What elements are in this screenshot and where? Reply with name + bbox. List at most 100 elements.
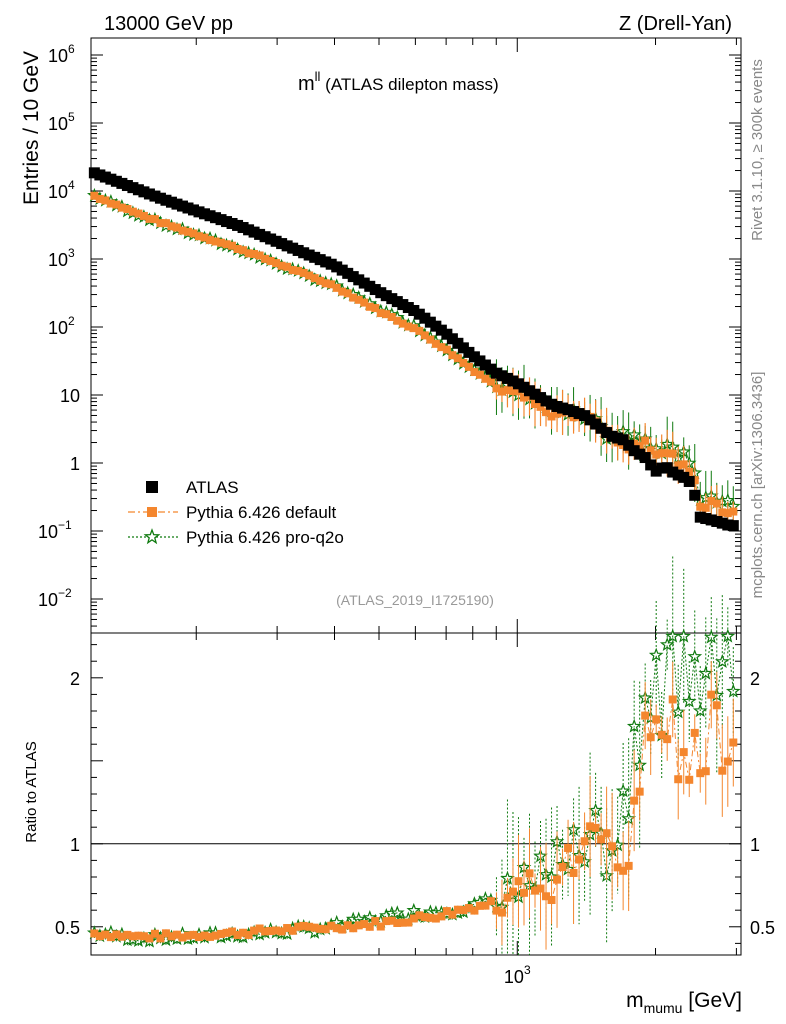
- atlas-point: [204, 210, 216, 222]
- atlas-point: [617, 434, 629, 446]
- atlas-point: [584, 414, 596, 426]
- atlas-point: [336, 264, 348, 276]
- atlas-point: [193, 206, 205, 218]
- y-tick-label-base: 10: [48, 318, 68, 338]
- y-tick-label: 1: [70, 454, 80, 474]
- default-point: [123, 205, 132, 214]
- atlas-point: [116, 177, 128, 189]
- default-ratio-point: [255, 924, 264, 933]
- x-tick-label-base: 10: [504, 967, 524, 987]
- atlas-point: [331, 261, 343, 273]
- atlas-point: [518, 381, 530, 393]
- atlas-point: [154, 192, 166, 204]
- atlas-point: [121, 180, 133, 192]
- atlas-point: [694, 511, 706, 523]
- atlas-point: [430, 320, 442, 332]
- atlas-point: [226, 217, 238, 229]
- default-point: [442, 345, 451, 354]
- atlas-point: [292, 244, 304, 256]
- x-axis-label: mmumu [GeV]: [626, 989, 742, 1016]
- y-tick-label-exp: 3: [68, 246, 75, 260]
- atlas-point: [540, 395, 552, 407]
- atlas-point: [485, 363, 497, 375]
- atlas-point: [402, 302, 414, 314]
- default-ratio-point: [630, 796, 639, 805]
- default-ratio-point: [211, 931, 220, 940]
- atlas-point: [259, 231, 271, 243]
- atlas-point: [375, 287, 387, 299]
- atlas-point: [369, 284, 381, 296]
- default-ratio-point: [668, 695, 677, 704]
- y-tick-label-exp: 2: [68, 314, 75, 328]
- atlas-main-series: [88, 167, 739, 532]
- y-axis-label: Entries / 10 GeV: [20, 51, 43, 205]
- default-ratio-point: [95, 932, 104, 941]
- default-point: [718, 508, 727, 517]
- atlas-point: [276, 238, 288, 250]
- default-ratio-point: [531, 886, 540, 895]
- y-tick-label-base: 10: [38, 522, 58, 542]
- q2o-ratio-point: [676, 628, 692, 643]
- atlas-point: [446, 333, 458, 345]
- q2o-ratio-point: [389, 905, 405, 920]
- process-label: Z (Drell-Yan): [619, 13, 732, 35]
- atlas-point: [188, 204, 200, 216]
- atlas-point: [287, 242, 299, 254]
- atlas-point: [628, 445, 640, 457]
- default-point: [663, 449, 672, 458]
- plot-title-rest: (ATLAS dilepton mass): [320, 75, 498, 94]
- atlas-point: [391, 296, 403, 308]
- q2o-ratio-point: [406, 902, 422, 917]
- default-point: [437, 343, 446, 352]
- atlas-point: [546, 398, 558, 410]
- default-point: [382, 310, 391, 319]
- atlas-point: [507, 375, 519, 387]
- default-ratio-point: [250, 926, 259, 935]
- x-axis-label-unit: [GeV]: [682, 989, 742, 1012]
- default-point: [283, 262, 292, 271]
- default-point: [244, 249, 253, 258]
- default-point: [475, 370, 484, 379]
- atlas-point: [468, 351, 480, 363]
- default-point: [668, 449, 677, 458]
- q2o-ratio-series: [86, 556, 741, 955]
- atlas-point: [524, 385, 536, 397]
- atlas-point: [529, 388, 541, 400]
- default-ratio-point: [723, 757, 732, 766]
- default-point: [371, 304, 380, 313]
- default-ratio-point: [503, 893, 512, 902]
- atlas-point: [342, 267, 354, 279]
- atlas-point: [248, 226, 260, 238]
- atlas-point: [612, 432, 624, 444]
- atlas-point: [573, 408, 585, 420]
- default-ratio-point: [321, 925, 330, 934]
- y-tick-label: 10: [60, 386, 80, 406]
- y-tick-label: 10−2: [38, 586, 72, 610]
- default-point: [239, 246, 248, 255]
- default-ratio-point: [354, 921, 363, 930]
- y-tick-label-exp: 4: [68, 178, 75, 192]
- atlas-point: [689, 489, 701, 501]
- atlas-point: [408, 304, 420, 316]
- atlas-point: [557, 402, 569, 414]
- atlas-point: [667, 466, 679, 478]
- default-point: [674, 461, 683, 470]
- atlas-point: [601, 427, 613, 439]
- y-tick-label: 103: [48, 246, 75, 270]
- default-ratio-point: [547, 895, 556, 904]
- atlas-point: [210, 212, 222, 224]
- default-ratio-point: [696, 769, 705, 778]
- atlas-point: [463, 346, 475, 358]
- atlas-point: [496, 370, 508, 382]
- y-tick-label-base: 10: [48, 46, 68, 66]
- default-point: [343, 289, 352, 298]
- ratio-tick-label-left: 0.5: [55, 918, 80, 938]
- atlas-point: [199, 208, 211, 220]
- default-ratio-point: [277, 927, 286, 936]
- default-line: [94, 195, 734, 514]
- atlas-point: [110, 175, 122, 187]
- default-point: [178, 226, 187, 235]
- atlas-point: [700, 513, 712, 525]
- default-point: [266, 256, 275, 265]
